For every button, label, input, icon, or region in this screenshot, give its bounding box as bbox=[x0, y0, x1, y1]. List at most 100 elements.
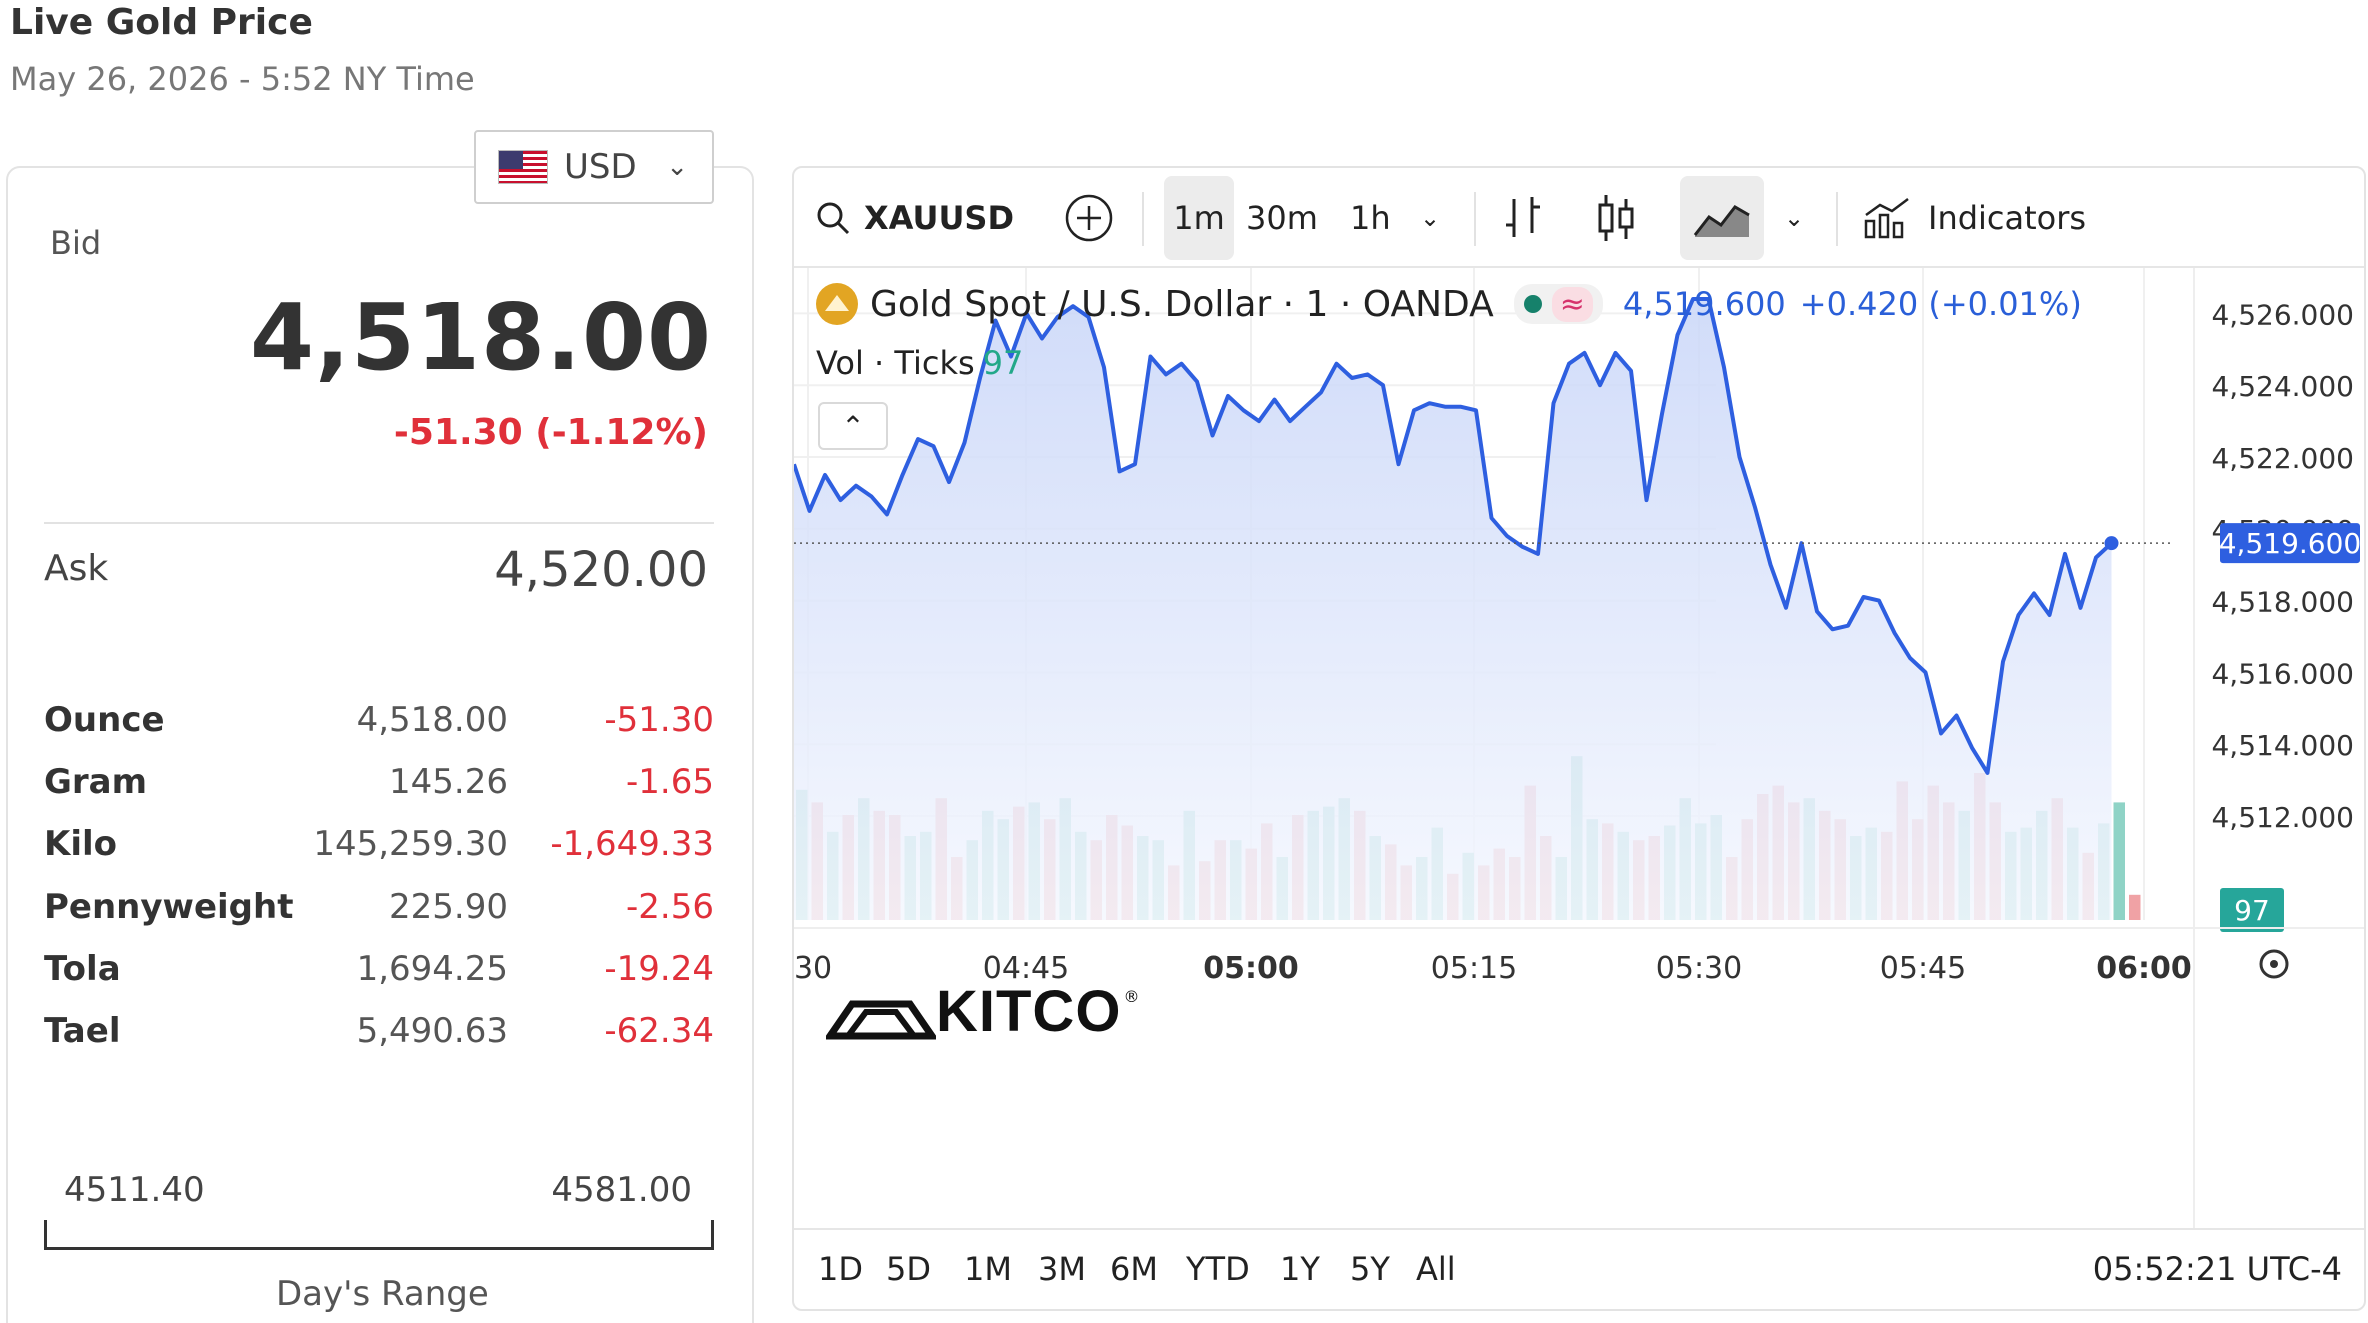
x-tick-label: 05:00 bbox=[1203, 951, 1299, 986]
y-tick-label: 4,516.000 bbox=[2211, 657, 2354, 690]
bid-label: Bid bbox=[50, 224, 102, 262]
chart-clock[interactable]: 05:52:21 UTC-4 bbox=[2092, 1250, 2342, 1288]
bid-price: 4,518.00 bbox=[250, 284, 712, 391]
unit-price: 5,490.63 bbox=[356, 1011, 508, 1051]
indicators-label: Indicators bbox=[1928, 199, 2087, 237]
unit-change: -1,649.33 bbox=[550, 824, 714, 864]
range-1d[interactable]: 1D bbox=[818, 1250, 863, 1288]
unit-row-tola: Tola 1,694.25 -19.24 bbox=[44, 949, 714, 999]
y-tick-label: 4,522.000 bbox=[2211, 442, 2354, 475]
unit-price: 4,518.00 bbox=[356, 700, 508, 740]
kitco-wordmark: KITCO bbox=[936, 979, 1122, 1044]
interval-label: 1h bbox=[1350, 199, 1391, 237]
range-ytd[interactable]: YTD bbox=[1186, 1250, 1250, 1288]
toolbar-separator bbox=[1836, 192, 1838, 246]
interval-1m[interactable]: 1m bbox=[1164, 176, 1234, 260]
unit-row-pennyweight: Pennyweight 225.90 -2.56 bbox=[44, 887, 714, 937]
range-3m[interactable]: 3M bbox=[1038, 1250, 1086, 1288]
unit-change: -51.30 bbox=[604, 700, 714, 740]
chart-style-dropdown[interactable]: ⌄ bbox=[1784, 168, 1804, 268]
unit-price: 145.26 bbox=[389, 762, 508, 802]
area-style-button[interactable] bbox=[1680, 176, 1764, 260]
currency-select[interactable]: USD ⌄ bbox=[474, 130, 714, 204]
interval-label: 1m bbox=[1173, 199, 1225, 237]
settings-icon-center bbox=[2270, 960, 2278, 968]
currency-value: USD bbox=[564, 147, 637, 187]
range-all[interactable]: All bbox=[1416, 1250, 1456, 1288]
unit-change: -19.24 bbox=[604, 949, 714, 989]
y-tick-label: 4,524.000 bbox=[2211, 370, 2354, 403]
ask-price: 4,520.00 bbox=[494, 542, 708, 598]
day-range-high: 4581.00 bbox=[551, 1170, 692, 1210]
last-price-label: 4,519.600 bbox=[2219, 527, 2362, 560]
symbol-search[interactable]: XAUUSD bbox=[814, 168, 1014, 268]
chevron-down-icon: ⌄ bbox=[666, 152, 688, 182]
volume-bar bbox=[2129, 894, 2141, 920]
y-tick-label: 4,512.000 bbox=[2211, 801, 2354, 834]
interval-dropdown[interactable]: ⌄ bbox=[1420, 168, 1440, 268]
approx-icon: ≈ bbox=[1551, 286, 1593, 322]
interval-label: 30m bbox=[1246, 199, 1318, 237]
gold-coin-icon bbox=[816, 283, 858, 325]
unit-price: 225.90 bbox=[389, 887, 508, 927]
last-price-badge bbox=[2220, 523, 2360, 564]
plus-circle-icon bbox=[1065, 194, 1113, 242]
range-toolbar: 1D 5D 1M 3M 6M YTD 1Y 5Y All 05:52:21 UT… bbox=[794, 1228, 2364, 1309]
chevron-down-icon: ⌄ bbox=[1420, 204, 1441, 232]
interval-1h[interactable]: 1h bbox=[1350, 168, 1391, 268]
settings-icon bbox=[2259, 949, 2289, 979]
search-icon bbox=[817, 202, 850, 235]
bars-icon bbox=[1506, 197, 1540, 237]
unit-row-kilo: Kilo 145,259.30 -1,649.33 bbox=[44, 824, 714, 874]
interval-30m[interactable]: 30m bbox=[1246, 168, 1318, 268]
unit-name: Gram bbox=[44, 762, 148, 802]
price-area bbox=[794, 299, 2112, 920]
unit-name: Tola bbox=[44, 949, 121, 989]
page-title: Live Gold Price bbox=[10, 2, 313, 43]
unit-name: Pennyweight bbox=[44, 887, 294, 927]
y-tick-label: 4,514.000 bbox=[2211, 729, 2354, 762]
unit-change: -2.56 bbox=[626, 887, 714, 927]
x-tick-label: 05:45 bbox=[1880, 951, 1966, 986]
quote-card bbox=[6, 166, 754, 1323]
bid-change: -51.30 (-1.12%) bbox=[393, 412, 708, 453]
range-1m[interactable]: 1M bbox=[964, 1250, 1012, 1288]
candles-button[interactable] bbox=[1594, 168, 1640, 268]
day-range-low: 4511.40 bbox=[64, 1170, 205, 1210]
day-range-bar bbox=[44, 1220, 714, 1250]
unit-name: Tael bbox=[44, 1011, 121, 1051]
registered-mark: ® bbox=[1123, 987, 1140, 1006]
legend-price: 4,519.600 bbox=[1622, 285, 1786, 323]
unit-name: Ounce bbox=[44, 700, 165, 740]
price-line bbox=[794, 297, 2113, 775]
symbol-label: XAUUSD bbox=[864, 199, 1015, 237]
volume-bar bbox=[2113, 802, 2125, 920]
chevron-up-icon: ⌃ bbox=[841, 409, 865, 443]
compare-button[interactable] bbox=[1064, 168, 1114, 268]
divider bbox=[44, 522, 714, 524]
last-price-dot bbox=[2104, 536, 2119, 551]
chart-toolbar: XAUUSD 1m 30m 1h ⌄ bbox=[794, 168, 2364, 268]
y-tick-label: 4,518.000 bbox=[2211, 586, 2354, 619]
chart-legend: Gold Spot / U.S. Dollar · 1 · OANDA ≈ 4,… bbox=[816, 276, 2082, 332]
market-open-dot-icon bbox=[1523, 295, 1542, 313]
volume-legend: Vol · Ticks 97 bbox=[816, 344, 1023, 382]
indicators-button[interactable]: Indicators bbox=[1862, 168, 2086, 268]
range-1y[interactable]: 1Y bbox=[1280, 1250, 1320, 1288]
unit-name: Kilo bbox=[44, 824, 118, 864]
range-6m[interactable]: 6M bbox=[1110, 1250, 1158, 1288]
status-pill[interactable]: ≈ bbox=[1513, 284, 1603, 324]
price-chart[interactable]: 4,526.0004,524.0004,522.0004,520.0004,51… bbox=[794, 268, 2366, 1228]
range-5d[interactable]: 5D bbox=[886, 1250, 931, 1288]
volume-value: 97 bbox=[982, 344, 1024, 382]
legend-change: +0.420 (+0.01%) bbox=[1799, 285, 2082, 323]
range-5y[interactable]: 5Y bbox=[1350, 1250, 1390, 1288]
chart-widget: XAUUSD 1m 30m 1h ⌄ bbox=[792, 166, 2366, 1311]
x-tick-label: 04:45 bbox=[983, 951, 1069, 986]
kitco-bars-icon bbox=[826, 1000, 936, 1039]
bar-style-button[interactable] bbox=[1500, 168, 1546, 268]
legend-title: Gold Spot / U.S. Dollar · 1 · OANDA bbox=[870, 283, 1494, 325]
page-subtitle: May 26, 2026 - 5:52 NY Time bbox=[10, 60, 475, 98]
indicators-icon bbox=[1864, 198, 1909, 239]
collapse-legend-button[interactable]: ⌃ bbox=[818, 402, 888, 450]
